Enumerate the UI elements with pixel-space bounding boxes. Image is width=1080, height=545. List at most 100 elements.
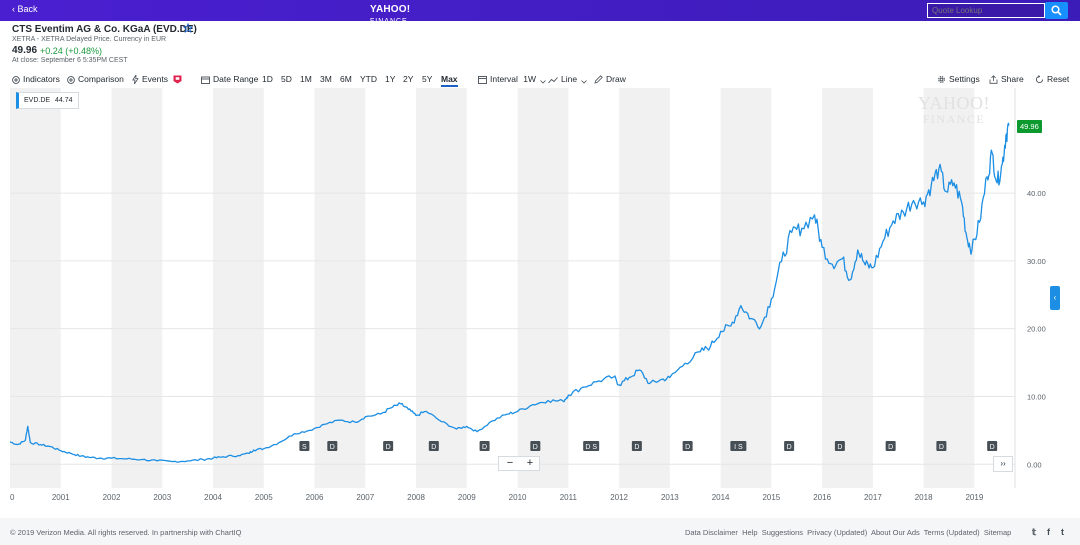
x-tick-label: 2015 (762, 493, 780, 502)
legend-symbol: EVD.DE (24, 97, 51, 104)
y-tick-label: 20.00 (1027, 325, 1046, 334)
range-5y[interactable]: 5Y (422, 74, 433, 84)
x-tick-label: 2011 (560, 493, 578, 502)
footer-link-about-ads[interactable]: About Our Ads (870, 528, 920, 537)
zoom-in-button[interactable]: + (526, 457, 534, 469)
event-marker-label: D (787, 444, 792, 451)
event-marker-label: D (431, 444, 436, 451)
event-marker-label: D (837, 444, 842, 451)
event-marker-label: S (302, 444, 307, 451)
event-marker (583, 441, 600, 451)
event-marker-label: I S (734, 444, 743, 451)
range-1m[interactable]: 1M (300, 74, 312, 84)
range-ytd[interactable]: YTD (360, 74, 377, 84)
x-tick-label: 2002 (103, 493, 121, 502)
year-band (111, 88, 163, 488)
brand-main: YAHOO! (370, 4, 411, 15)
event-marker (784, 441, 795, 451)
footer-link-sitemap[interactable]: Sitemap (983, 528, 1012, 537)
back-button[interactable]: ‹ Back (12, 4, 38, 14)
range-3m[interactable]: 3M (320, 74, 332, 84)
quote-lookup-input[interactable] (927, 3, 1045, 18)
footer-link-data-disclaimer[interactable]: Data Disclaimer (685, 528, 738, 537)
footer-link-help[interactable]: Help (742, 528, 758, 537)
chart-legend[interactable]: EVD.DE 44.74 (16, 92, 79, 109)
yahoo-finance-watermark: YAHOO! FINANCE (918, 94, 990, 127)
x-tick-label: 2016 (813, 493, 831, 502)
x-tick-label: 2009 (458, 493, 476, 502)
interval-label: Interval (490, 74, 518, 84)
footer-link-suggestions[interactable]: Suggestions (761, 528, 803, 537)
x-tick-label: 2019 (965, 493, 983, 502)
x-tick-label: 2010 (509, 493, 527, 502)
chevron-down-icon (540, 80, 547, 84)
facebook-icon[interactable]: f (1047, 527, 1050, 537)
line-chart-icon (548, 77, 558, 84)
reset-icon (1035, 75, 1044, 84)
event-marker (530, 441, 541, 451)
share-icon (989, 75, 998, 84)
chart-type-dropdown[interactable]: Line (548, 74, 590, 84)
current-price: 49.96 (12, 45, 38, 56)
year-band (822, 88, 873, 488)
reset-button[interactable]: Reset (1035, 74, 1069, 84)
event-marker (834, 441, 845, 451)
event-marker (327, 441, 338, 451)
x-tick-label: 2008 (407, 493, 425, 502)
calendar-icon (201, 76, 210, 84)
event-marker (936, 441, 947, 451)
reset-label: Reset (1047, 74, 1070, 84)
event-marker-label: D (685, 444, 690, 451)
footer-link-privacy[interactable]: Privacy (Updated) (807, 528, 868, 537)
chart-area[interactable]: 0.00 10.00 20.00 30.00 40.00 00 2001 2002 2003 20… (10, 88, 1080, 518)
comparison-button[interactable]: Comparison (67, 74, 124, 84)
pencil-icon (594, 75, 603, 84)
events-button[interactable]: Events (132, 73, 185, 85)
footer-link-terms[interactable]: Terms (Updated) (923, 528, 980, 537)
event-marker-label: D (533, 444, 538, 451)
y-tick-label: 40.00 (1027, 189, 1046, 198)
x-tick-label: 2005 (255, 493, 273, 502)
tumblr-icon[interactable]: t (1061, 527, 1064, 537)
event-marker (428, 441, 439, 451)
event-marker (682, 441, 693, 451)
range-5d[interactable]: 5D (281, 74, 292, 84)
event-marker-label: D (634, 444, 639, 451)
settings-button[interactable]: Settings (937, 74, 980, 84)
yahoo-finance-logo[interactable]: YAHOO! FINANCE (370, 4, 450, 26)
share-button[interactable]: Share (989, 74, 1024, 84)
share-label: Share (1001, 74, 1024, 84)
range-2y[interactable]: 2Y (403, 74, 414, 84)
search-button[interactable] (1045, 2, 1068, 19)
scroll-right-button[interactable]: ›› (993, 456, 1013, 472)
last-price-label: 49.96 (1017, 120, 1042, 133)
indicators-button[interactable]: Indicators (12, 74, 60, 84)
footer: © 2019 Verizon Media. All rights reserve… (0, 518, 1080, 545)
twitter-icon[interactable]: 𝕥 (1032, 527, 1037, 537)
date-range-button[interactable]: Date Range (201, 74, 258, 84)
x-tick-label: 2014 (712, 493, 730, 502)
price-line (10, 122, 1010, 463)
year-band (10, 88, 61, 488)
x-tick-label: 2003 (153, 493, 171, 502)
copyright: © 2019 Verizon Media. All rights reserve… (10, 528, 242, 537)
legend-value: 44.74 (55, 97, 73, 104)
event-marker-label: D (939, 444, 944, 451)
lightning-icon (132, 73, 139, 85)
draw-button[interactable]: Draw (594, 74, 626, 84)
x-tick-label: 2012 (610, 493, 628, 502)
watchlist-star-icon[interactable] (183, 23, 193, 33)
year-band (619, 88, 670, 488)
year-band (517, 88, 569, 488)
exchange-info: XETRA - XETRA Delayed Price. Currency in… (12, 36, 167, 43)
zoom-out-button[interactable]: − (506, 457, 514, 469)
interval-dropdown[interactable]: Interval 1W (478, 74, 549, 84)
price-chart[interactable]: 0.00 10.00 20.00 30.00 40.00 00 2001 2002 2003 20… (10, 88, 1080, 518)
range-max[interactable]: Max (441, 74, 458, 87)
range-6m[interactable]: 6M (340, 74, 352, 84)
side-panel-toggle[interactable]: ‹ (1050, 286, 1060, 310)
x-tick-label: 2001 (52, 493, 70, 502)
range-1y[interactable]: 1Y (385, 74, 396, 84)
range-1d[interactable]: 1D (262, 74, 273, 84)
chevron-down-icon (581, 80, 588, 84)
